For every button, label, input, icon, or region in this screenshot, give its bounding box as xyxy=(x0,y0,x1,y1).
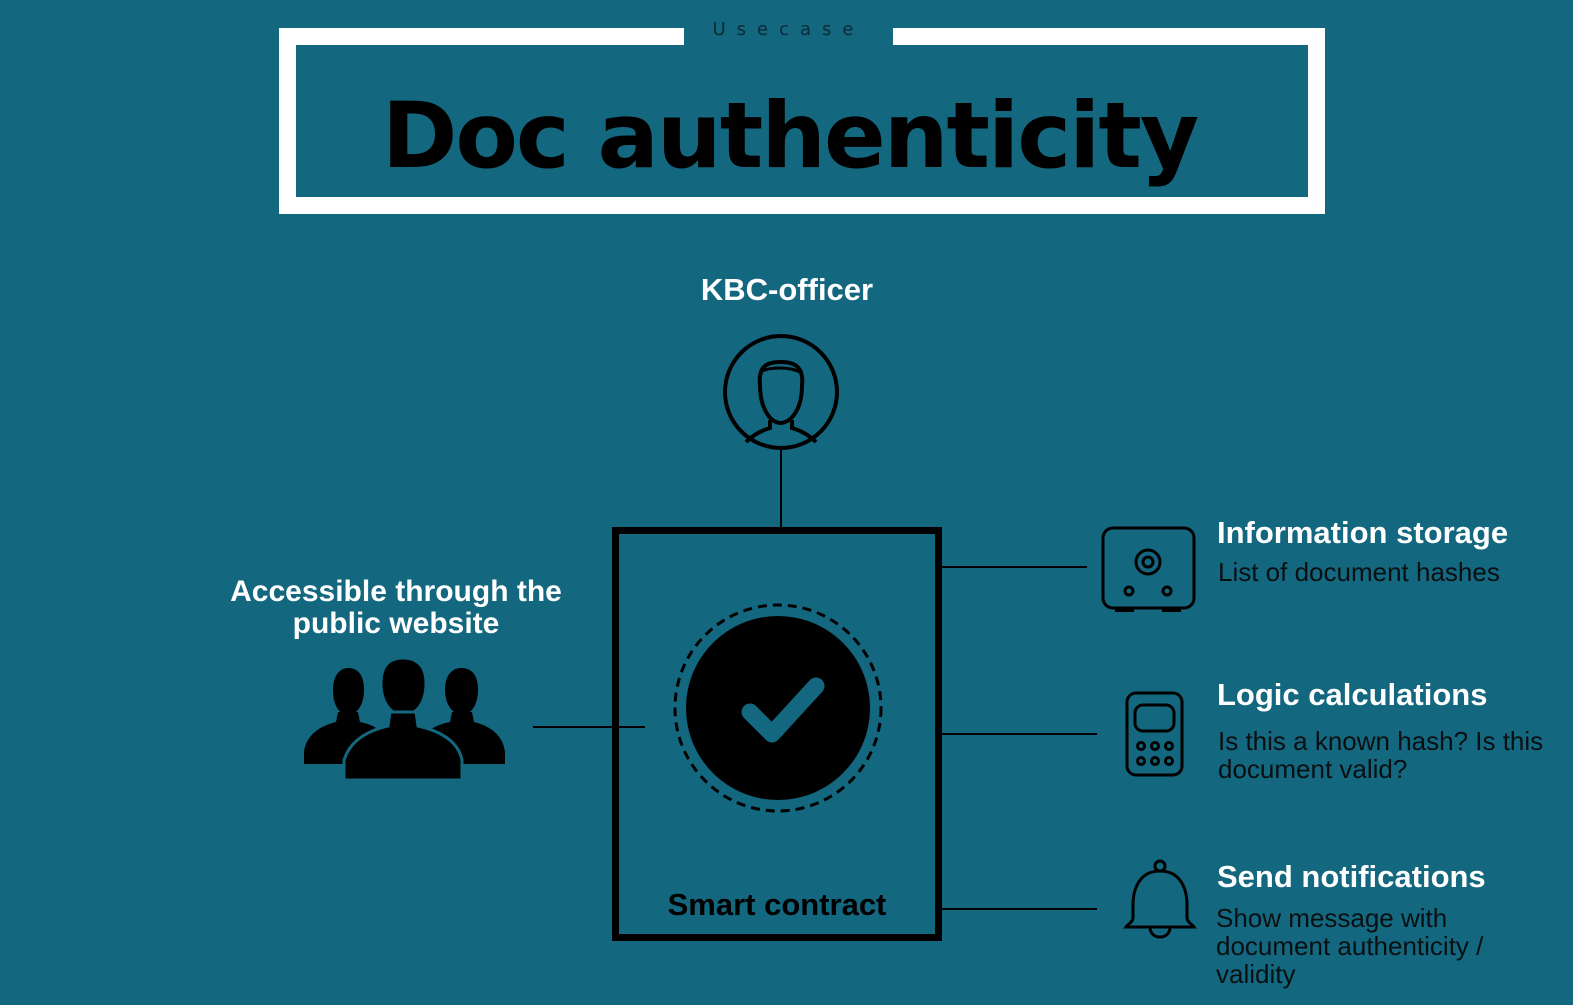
title-tag-gap xyxy=(684,12,893,52)
feature-desc-storage: List of document hashes xyxy=(1218,557,1500,587)
usecase-tag: Usecase xyxy=(712,19,865,40)
title-frame xyxy=(279,28,1325,214)
smart-contract-box xyxy=(612,527,942,941)
feature-title-storage: Information storage xyxy=(1217,515,1509,550)
officer-avatar-icon xyxy=(723,334,839,450)
feature-title-notifications: Send notifications xyxy=(1217,859,1486,894)
feature-desc-logic: Is this a known hash? Is this document v… xyxy=(1218,726,1544,784)
feature-title-logic: Logic calculations xyxy=(1217,677,1488,712)
bell-icon xyxy=(1123,859,1197,939)
smart-contract-label: Smart contract xyxy=(667,887,887,922)
calculator-icon xyxy=(1125,691,1184,777)
page-title: Doc authenticity xyxy=(381,84,1199,189)
feature-desc-notifications: Show message with document authenticity … xyxy=(1216,903,1484,989)
users-group-icon xyxy=(304,656,505,782)
officer-label: KBC-officer xyxy=(700,272,874,307)
check-badge-icon xyxy=(673,603,883,813)
safe-icon xyxy=(1101,526,1196,612)
public-access-label: Accessible through the public website xyxy=(230,575,562,640)
